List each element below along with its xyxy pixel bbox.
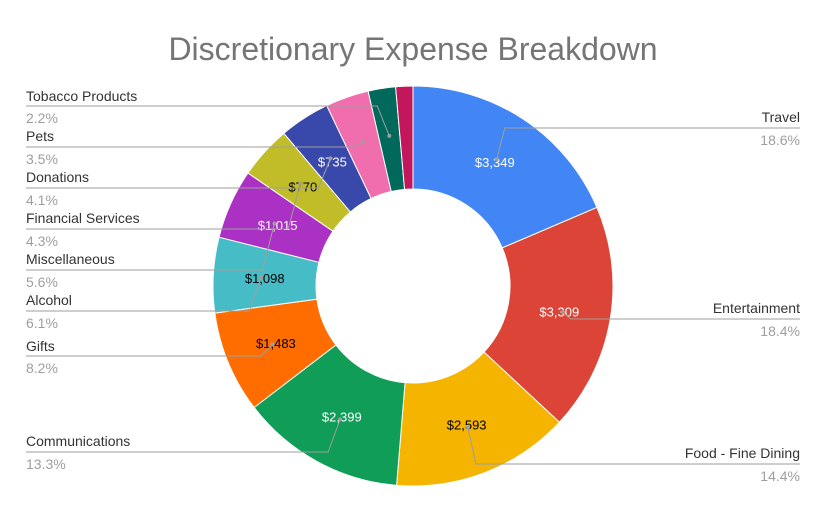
slice-value-label: $3,309 [539,305,579,320]
chart-title: Discretionary Expense Breakdown [168,31,657,67]
outer-label-name: Pets [26,128,54,144]
slice-value-label: $1,098 [245,271,285,286]
outer-label-percent: 2.2% [26,110,58,126]
leader-line [26,277,262,312]
outer-label-name: Miscellaneous [26,251,115,267]
outer-label-percent: 3.5% [26,151,58,167]
leader-line [26,344,274,357]
outer-label-percent: 4.1% [26,192,58,208]
outer-label-percent: 14.4% [760,468,800,484]
leader-line [26,142,364,148]
slice-value-label: $2,399 [322,409,362,424]
outer-label-name: Travel [762,109,800,125]
leader-line [562,311,800,320]
slice-value-label: $2,593 [447,417,487,432]
slice-entertainment [483,206,614,423]
leader-line [26,419,341,453]
outer-label-percent: 5.6% [26,274,58,290]
leader-line [26,223,275,271]
slice-unlabeled [395,85,414,190]
leader-line [26,158,331,189]
outer-label-percent: 18.6% [760,132,800,148]
outer-label-name: Entertainment [713,300,800,316]
leader-lines-group [26,105,800,465]
outer-label-percent: 4.3% [26,233,58,249]
leader-line [496,127,800,160]
slice-value-label: $770 [288,179,317,194]
outer-label-percent: 8.2% [26,360,58,376]
slice-value-label: $3,349 [475,155,515,170]
slice-food-fine-dining [396,351,561,487]
outer-label-name: Alcohol [26,292,72,308]
outer-label-name: Financial Services [26,210,140,226]
outer-label-percent: 6.1% [26,315,58,331]
outer-label-name: Gifts [26,338,55,354]
slice-value-label: $735 [318,154,347,169]
leader-line [26,184,301,230]
outer-label-name: Food - Fine Dining [685,445,800,461]
outer-label-name: Communications [26,433,130,449]
outer-label-percent: 18.4% [760,323,800,339]
slice-communications [253,344,406,486]
slice-value-label: $1,015 [258,218,298,233]
slices-group [212,85,614,487]
slice-value-label: $1,483 [256,336,296,351]
outer-label-name: Donations [26,169,89,185]
leader-line [26,105,390,137]
leader-line [467,427,800,465]
slice-travel [412,85,598,249]
outer-label-percent: 13.3% [26,456,66,472]
outer-label-name: Tobacco Products [26,88,137,104]
outer-labels-group: Travel 18.6% Entertainment 18.4% Food - Fine… [26,88,800,484]
